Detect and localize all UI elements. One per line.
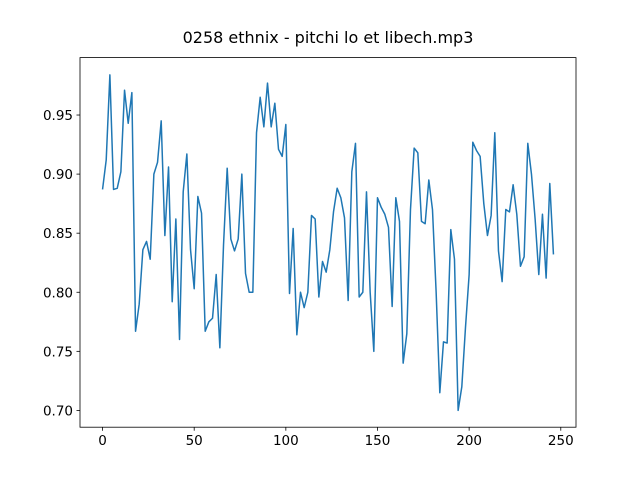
x-tick-label: 50 [186, 433, 203, 449]
x-tick-label: 100 [273, 433, 299, 449]
y-tick-label: 0.95 [43, 108, 73, 124]
x-tick-label: 200 [456, 433, 482, 449]
axes-frame [79, 57, 577, 428]
x-tick-label: 150 [365, 433, 391, 449]
y-tick-label: 0.85 [43, 226, 73, 242]
y-tick-label: 0.90 [43, 167, 73, 183]
y-tick-label: 0.80 [43, 285, 73, 301]
x-tick-label: 250 [548, 433, 574, 449]
x-tick-label: 0 [98, 433, 107, 449]
y-tick-label: 0.70 [43, 403, 73, 419]
data-line [101, 74, 555, 412]
y-tick-label: 0.75 [43, 344, 73, 360]
chart-title: 0258 ethnix - pitchi lo et libech.mp3 [183, 28, 474, 47]
